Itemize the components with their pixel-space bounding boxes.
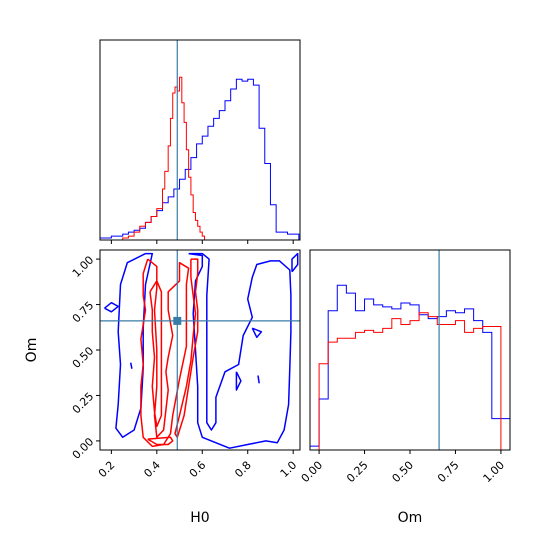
contour-y-tick-label: 0.50 xyxy=(70,344,97,371)
hist-om-frame xyxy=(309,249,511,451)
contour-blue-5 xyxy=(235,371,242,391)
contour-red-1 xyxy=(149,280,163,428)
hist-h0-frame xyxy=(99,39,301,241)
contour-blue-1 xyxy=(115,252,154,439)
truth-marker xyxy=(173,316,182,325)
contour-h0-om-panel: 0.2 0.4 0.6 0.8 1.0 0.00 0.25 0.50 0.75 1.00 xyxy=(70,249,301,481)
contour-blue-6 xyxy=(257,375,260,384)
x-axis-label-om: Om xyxy=(398,510,423,526)
contour-blue-0 xyxy=(188,252,292,449)
contour-x-tick-label: 1.0 xyxy=(278,459,300,481)
hist-om-x-tick-label: 1.00 xyxy=(481,459,508,486)
histogram-h0-panel xyxy=(99,39,301,244)
hist-om-x-tick-label: 0.00 xyxy=(299,459,326,486)
y-axis-label-om: Om xyxy=(24,338,40,363)
contour-blue-4 xyxy=(251,327,263,339)
contour-lines xyxy=(104,252,299,449)
x-axis-label-h0: H0 xyxy=(190,510,209,526)
contour-x-tick-label: 0.6 xyxy=(187,459,209,481)
contour-x-tick-label: 0.8 xyxy=(232,459,254,481)
hist-om-x-tick-label: 0.75 xyxy=(435,459,462,486)
contour-frame xyxy=(99,249,301,451)
hist-h0-series-blue xyxy=(99,78,300,240)
hist-h0-series-red xyxy=(122,76,206,240)
contour-y-tick-label: 0.00 xyxy=(70,435,97,462)
hist-om-x-tick-label: 0.50 xyxy=(390,459,417,486)
contour-red-0 xyxy=(140,258,190,448)
contour-blue-7 xyxy=(129,362,133,369)
contour-blue-2 xyxy=(104,301,119,313)
contour-blue-3 xyxy=(291,252,299,273)
hist-om-x-tick-label: 0.25 xyxy=(344,459,371,486)
contour-red-3 xyxy=(147,436,174,446)
contour-y-tick-label: 1.00 xyxy=(70,253,97,280)
contour-y-tick-label: 0.75 xyxy=(70,299,97,326)
histogram-om-panel: 0.00 0.25 0.50 0.75 1.00 xyxy=(299,249,511,486)
contour-x-tick-label: 0.2 xyxy=(96,459,118,481)
hist-om-series-red xyxy=(318,312,502,450)
hist-om-series-blue xyxy=(309,284,511,450)
contour-x-tick-label: 0.4 xyxy=(141,459,163,481)
contour-y-tick-label: 0.25 xyxy=(70,390,97,417)
